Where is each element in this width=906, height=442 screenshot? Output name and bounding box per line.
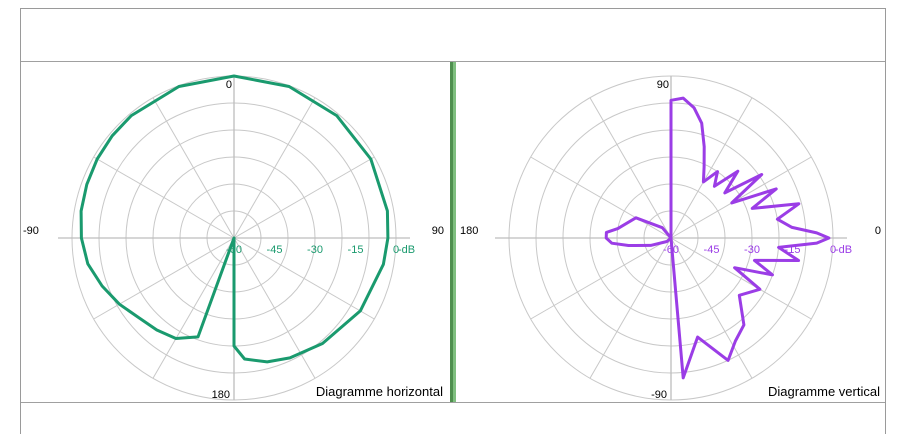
grid-spoke <box>233 237 316 379</box>
grid-spoke <box>589 97 672 239</box>
angle-label-top: 0 <box>226 79 232 91</box>
angle-label-top: 90 <box>657 79 669 91</box>
panel-splitter[interactable] <box>448 62 458 402</box>
pattern-curve <box>604 96 831 380</box>
radial-unit-label: -dB <box>398 244 415 256</box>
vertical-pattern-panel: 90 -90 180 0 -60 -45 -30 -15 0 -dB Diagramme vert… <box>458 62 885 402</box>
grid-spoke <box>152 237 235 379</box>
grid-spoke <box>670 237 753 379</box>
pattern-curve <box>79 74 390 364</box>
splitter-bar-dark <box>450 62 453 402</box>
grid-spoke <box>589 237 672 379</box>
grid-spoke <box>93 156 235 239</box>
angle-label-right: 90 <box>432 225 444 237</box>
radial-tick-label: -30 <box>307 244 323 256</box>
vertical-chart-title: Diagramme vertical <box>767 384 881 399</box>
grid-spoke <box>670 237 812 320</box>
angle-label-left: -90 <box>23 225 39 237</box>
grid-spoke <box>670 97 753 239</box>
grid-spoke <box>670 156 812 239</box>
grid-spoke <box>233 97 316 239</box>
horizontal-chart-title: Diagramme horizontal <box>314 384 444 399</box>
radial-tick-label: -45 <box>704 244 720 256</box>
radial-tick-label: 0 <box>393 244 399 256</box>
grid-spoke <box>233 156 375 239</box>
radial-tick-label: -45 <box>267 244 283 256</box>
antenna-pattern-window: 0 180 -90 90 -60 -45 -30 -15 0 -dB Diagramme hori… <box>20 8 886 434</box>
angle-label-bottom: -90 <box>651 389 667 401</box>
angle-label-left: 180 <box>460 225 478 237</box>
grid-spoke <box>233 237 375 320</box>
radial-unit-label: -dB <box>835 244 852 256</box>
angle-label-right: 0 <box>875 225 881 237</box>
radial-tick-label: -60 <box>226 244 242 256</box>
toolbar-area <box>21 9 885 62</box>
status-area <box>21 402 885 434</box>
radial-tick-label: -15 <box>785 244 801 256</box>
radial-tick-label: -30 <box>744 244 760 256</box>
grid-spoke <box>93 237 235 320</box>
radial-tick-label: 0 <box>830 244 836 256</box>
radial-tick-label: -60 <box>663 244 679 256</box>
angle-label-bottom: 180 <box>212 389 230 401</box>
radial-tick-label: -15 <box>348 244 364 256</box>
grid-spoke <box>530 156 672 239</box>
splitter-bar-light <box>453 62 456 402</box>
horizontal-pattern-panel: 0 180 -90 90 -60 -45 -30 -15 0 -dB Diagramme hori… <box>21 62 448 402</box>
grid-spoke <box>152 97 235 239</box>
grid-spoke <box>530 237 672 320</box>
